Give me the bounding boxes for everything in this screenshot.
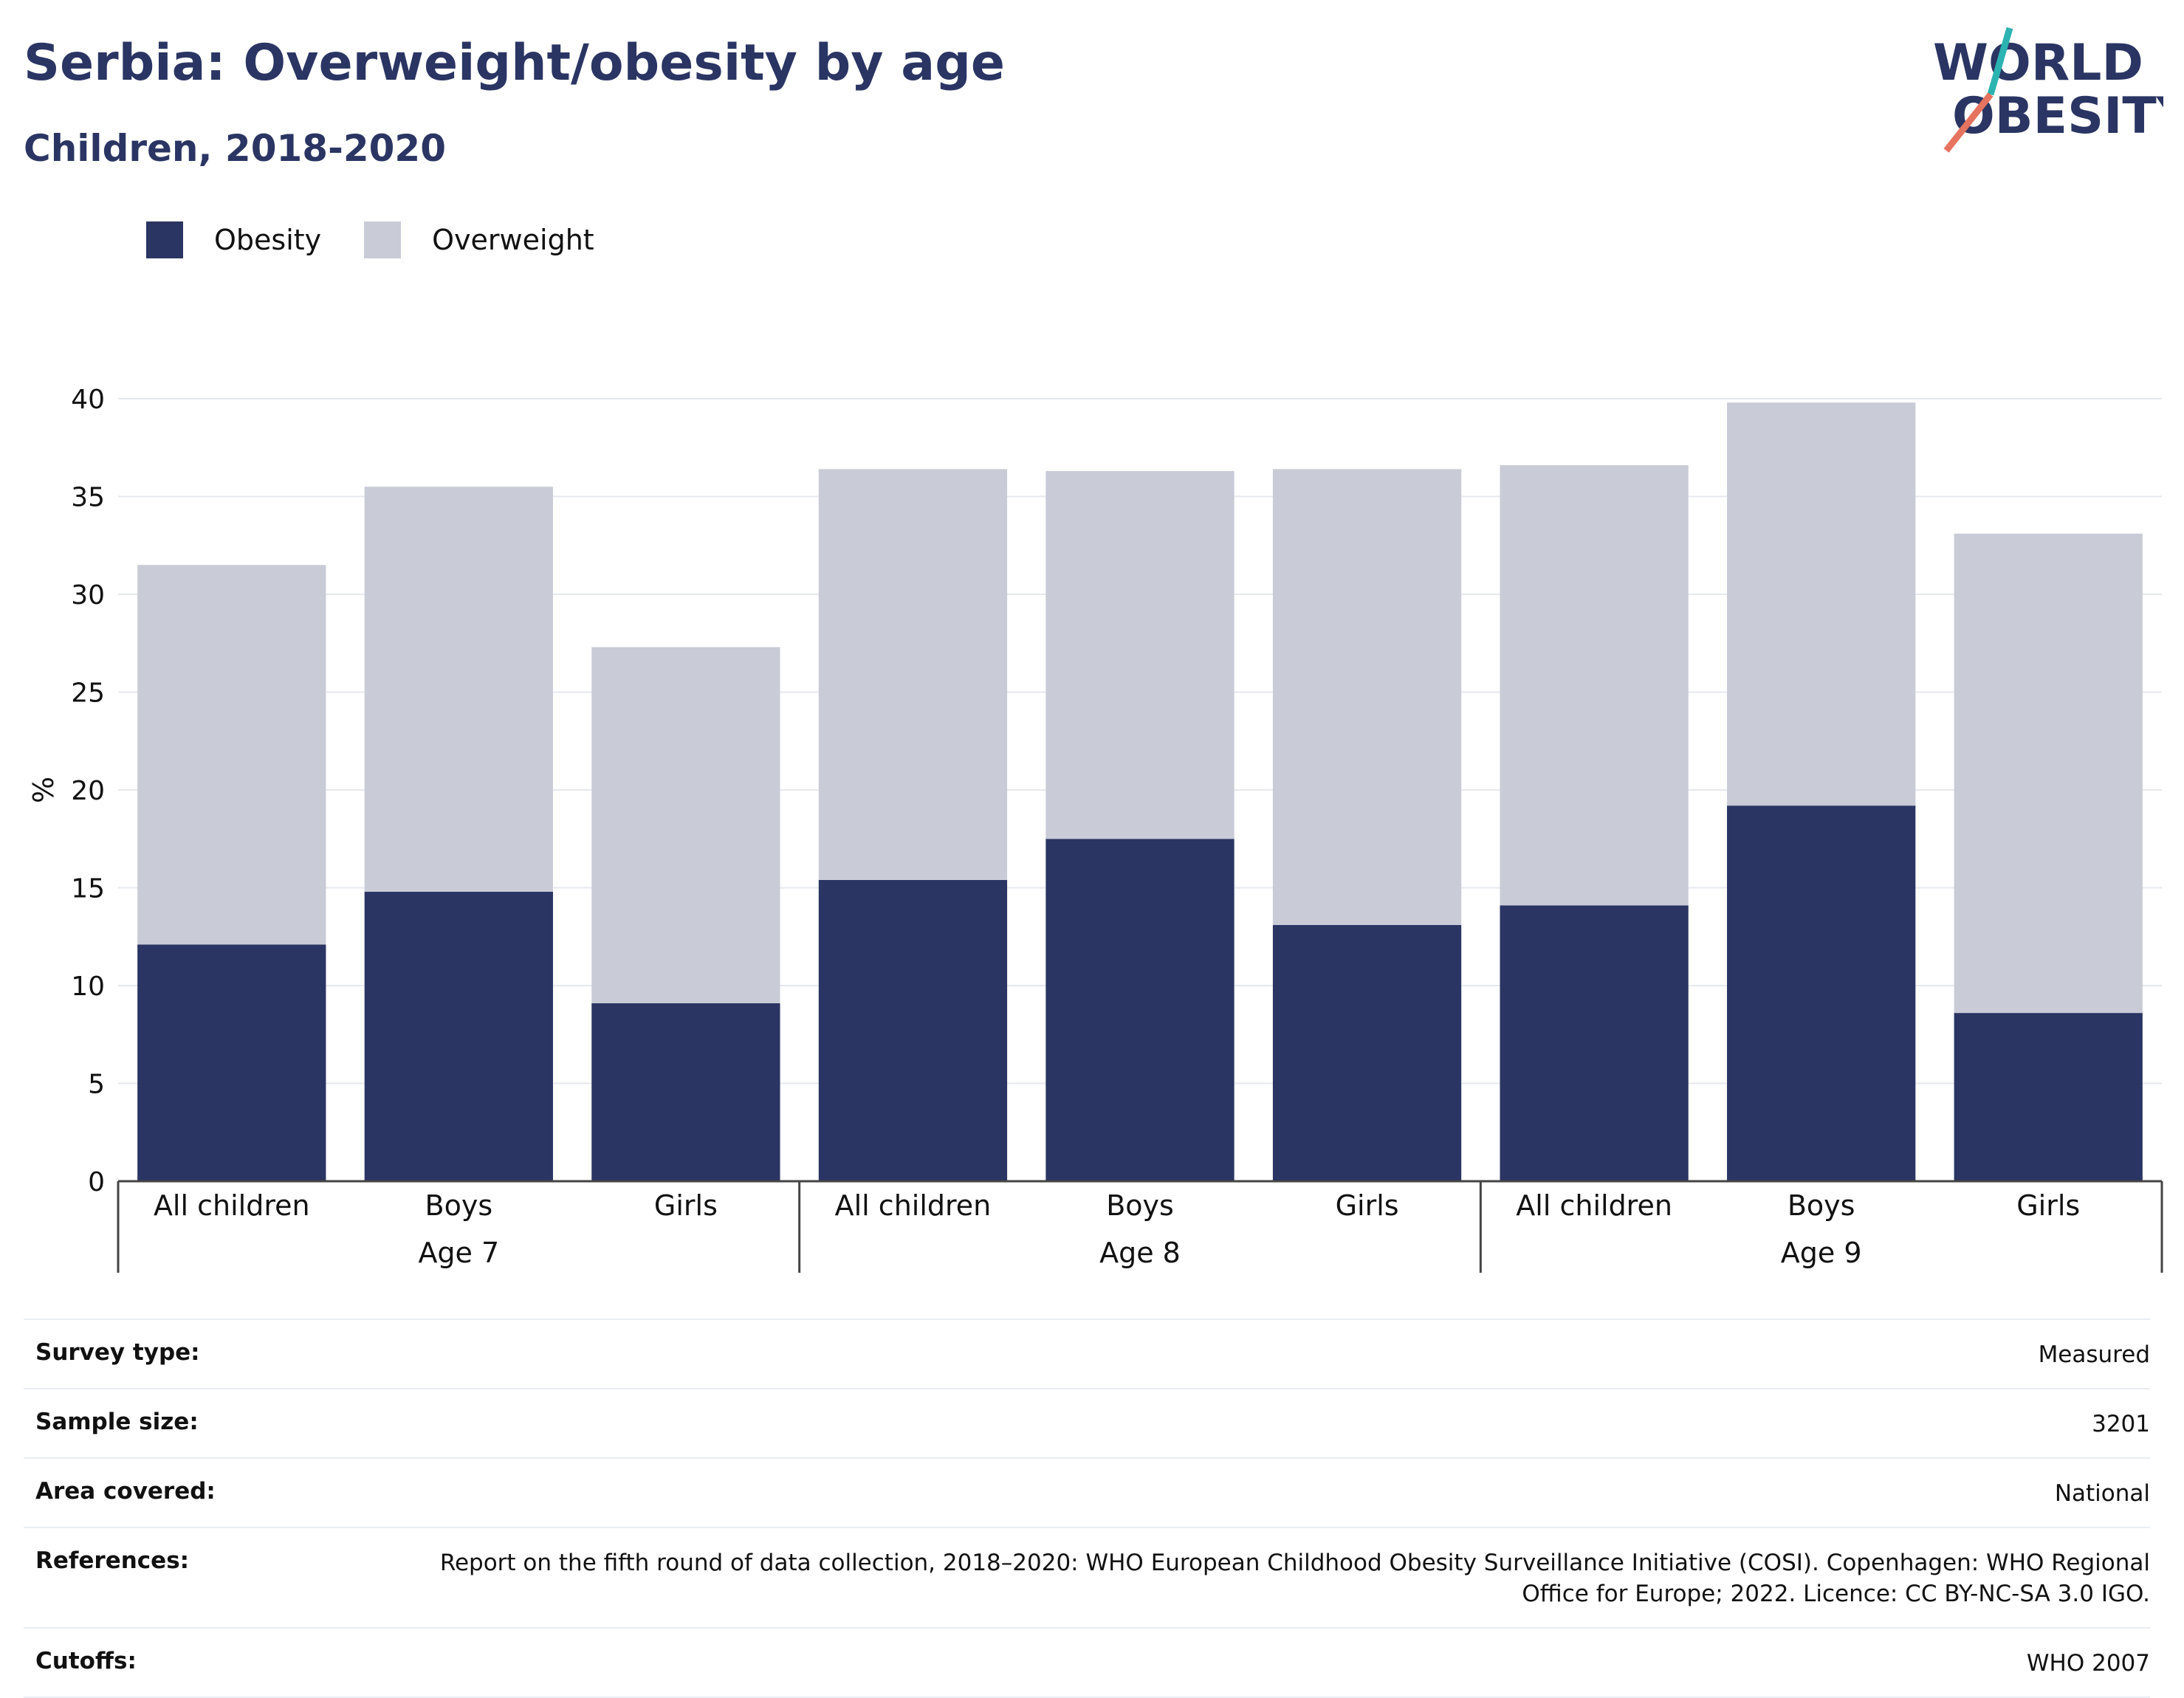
legend-label-obesity: Obesity	[214, 224, 322, 256]
bar-obesity-5	[1272, 924, 1462, 1181]
y-tick-label: 5	[88, 1070, 105, 1100]
bar-obesity-4	[1045, 839, 1234, 1181]
bar-obesity-1	[364, 891, 553, 1181]
y-tick-label: 0	[88, 1167, 105, 1197]
x-group-label: Age 9	[1781, 1237, 1862, 1269]
y-tick-label: 40	[71, 385, 105, 415]
bar-obesity-3	[818, 879, 1008, 1181]
info-label: Area covered:	[35, 1478, 216, 1505]
info-value: Report on the fifth round of data collec…	[439, 1550, 2150, 1607]
world-obesity-logo: WORLD OBESITY	[1933, 27, 2163, 153]
x-category-label: All children	[1516, 1189, 1672, 1222]
info-row-references: References: Report on the fifth round of…	[24, 1527, 2150, 1627]
y-tick-label: 35	[71, 483, 105, 513]
bar-overweight-6	[1500, 465, 1689, 906]
info-value: Measured	[2038, 1341, 2150, 1368]
bar-obesity-2	[591, 1003, 780, 1181]
legend-item-overweight[interactable]: Overweight	[364, 221, 594, 258]
info-row-cutoffs: Cutoffs: WHO 2007	[24, 1627, 2150, 1698]
info-value: National	[2054, 1480, 2150, 1507]
chart-subtitle: Children, 2018-2020	[24, 127, 446, 170]
x-category-label: Girls	[2016, 1189, 2080, 1222]
chart-legend: Obesity Overweight	[146, 221, 637, 258]
bar-obesity-0	[137, 944, 326, 1181]
logo-word-world: WORLD	[1933, 34, 2143, 92]
info-row-survey-type: Survey type: Measured	[24, 1319, 2150, 1388]
info-label: References:	[35, 1547, 190, 1574]
chart-title: Serbia: Overweight/obesity by age	[24, 34, 1005, 92]
bar-overweight-1	[364, 487, 553, 892]
logo-word-obesity: OBESITY	[1952, 87, 2163, 145]
survey-info-table: Survey type: Measured Sample size: 3201 …	[24, 1319, 2150, 1698]
logo-slash-teal	[1987, 27, 2013, 96]
x-category-label: Boys	[1106, 1189, 1174, 1222]
x-category-label: Girls	[1336, 1189, 1399, 1222]
legend-item-obesity[interactable]: Obesity	[146, 221, 321, 258]
bar-obesity-8	[1954, 1013, 2143, 1181]
bar-overweight-7	[1727, 402, 1916, 806]
x-category-label: All children	[154, 1189, 310, 1222]
x-category-label: All children	[835, 1189, 992, 1222]
x-category-label: Girls	[654, 1189, 718, 1222]
x-group-label: Age 7	[418, 1237, 499, 1269]
bar-overweight-0	[137, 565, 326, 945]
bar-overweight-4	[1045, 471, 1234, 839]
logo-slash-coral	[1943, 92, 1994, 153]
x-group-label: Age 8	[1099, 1237, 1181, 1269]
info-label: Sample size:	[35, 1409, 199, 1435]
x-category-label: Boys	[1788, 1189, 1855, 1222]
y-axis-title: %	[27, 777, 60, 803]
y-tick-label: 15	[71, 874, 105, 904]
bar-overweight-2	[591, 647, 780, 1003]
bar-obesity-7	[1727, 805, 1916, 1181]
legend-swatch-overweight	[364, 221, 402, 258]
x-category-label: Boys	[425, 1189, 493, 1222]
y-tick-label: 30	[71, 580, 105, 611]
bar-overweight-5	[1272, 469, 1462, 925]
info-value: 3201	[2092, 1411, 2150, 1437]
y-tick-label: 25	[71, 678, 105, 709]
bar-overweight-3	[818, 469, 1008, 880]
stacked-bar-chart: 0 5 10 15 20 25 30 35 40% All children Boys Girls Al…	[27, 385, 2163, 1273]
legend-swatch-obesity	[146, 221, 183, 258]
info-label: Survey type:	[35, 1339, 200, 1366]
bar-overweight-8	[1954, 533, 2143, 1014]
legend-label-overweight: Overweight	[432, 224, 594, 256]
bar-obesity-6	[1500, 905, 1689, 1181]
y-tick-label: 10	[71, 972, 105, 1002]
info-row-area-covered: Area covered: National	[24, 1457, 2150, 1527]
info-value: WHO 2007	[2026, 1650, 2150, 1677]
info-label: Cutoffs:	[35, 1648, 137, 1674]
y-tick-label: 20	[71, 776, 105, 806]
info-row-sample-size: Sample size: 3201	[24, 1388, 2150, 1457]
